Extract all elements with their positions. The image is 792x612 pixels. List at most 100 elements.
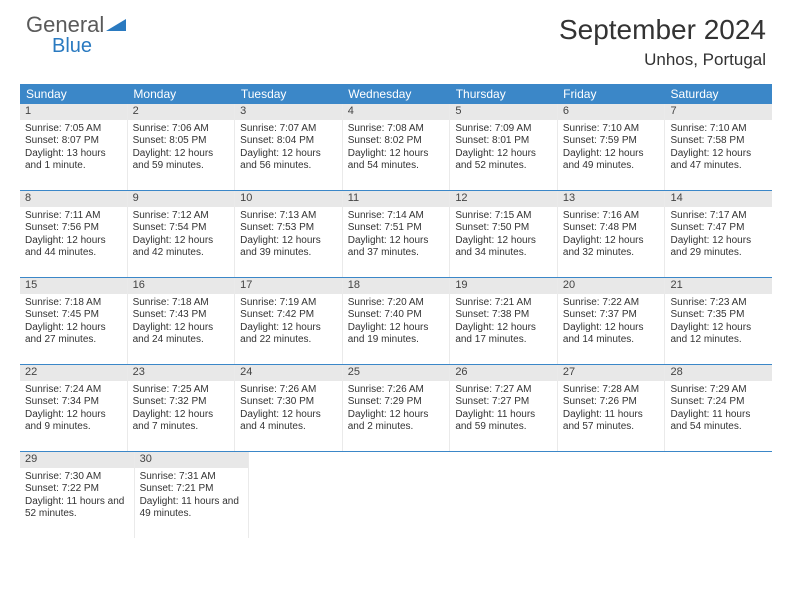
daylight-line: Daylight: 12 hours and 27 minutes. (25, 322, 122, 347)
day-number: 14 (665, 191, 772, 207)
sunrise-line: Sunrise: 7:25 AM (133, 384, 230, 397)
daylight-line: Daylight: 12 hours and 19 minutes. (348, 322, 445, 347)
day-cell: 11Sunrise: 7:14 AMSunset: 7:51 PMDayligh… (343, 191, 451, 277)
sunset-line: Sunset: 7:35 PM (670, 309, 767, 322)
day-empty (458, 452, 563, 538)
day-cell: 6Sunrise: 7:10 AMSunset: 7:59 PMDaylight… (558, 104, 666, 190)
sunrise-line: Sunrise: 7:20 AM (348, 297, 445, 310)
sunrise-line: Sunrise: 7:19 AM (240, 297, 337, 310)
day-number: 23 (128, 365, 235, 381)
day-number: 27 (558, 365, 665, 381)
dow-sun: Sunday (20, 84, 127, 104)
day-cell: 2Sunrise: 7:06 AMSunset: 8:05 PMDaylight… (128, 104, 236, 190)
day-number: 9 (128, 191, 235, 207)
day-number: 13 (558, 191, 665, 207)
day-empty (667, 452, 772, 538)
sunrise-line: Sunrise: 7:05 AM (25, 123, 122, 136)
day-number: 22 (20, 365, 127, 381)
day-empty (249, 452, 354, 538)
day-number: 2 (128, 104, 235, 120)
day-cell: 29Sunrise: 7:30 AMSunset: 7:22 PMDayligh… (20, 452, 135, 538)
sunset-line: Sunset: 8:01 PM (455, 135, 552, 148)
daylight-line: Daylight: 12 hours and 59 minutes. (133, 148, 230, 173)
sunset-line: Sunset: 7:40 PM (348, 309, 445, 322)
day-number: 10 (235, 191, 342, 207)
day-number: 15 (20, 278, 127, 294)
day-number: 12 (450, 191, 557, 207)
sunrise-line: Sunrise: 7:10 AM (563, 123, 660, 136)
day-cell: 15Sunrise: 7:18 AMSunset: 7:45 PMDayligh… (20, 278, 128, 364)
location-label: Unhos, Portugal (559, 50, 766, 70)
sunset-line: Sunset: 7:47 PM (670, 222, 767, 235)
sunrise-line: Sunrise: 7:13 AM (240, 210, 337, 223)
day-cell: 30Sunrise: 7:31 AMSunset: 7:21 PMDayligh… (135, 452, 250, 538)
sunset-line: Sunset: 7:30 PM (240, 396, 337, 409)
daylight-line: Daylight: 12 hours and 17 minutes. (455, 322, 552, 347)
sunset-line: Sunset: 7:32 PM (133, 396, 230, 409)
day-number: 11 (343, 191, 450, 207)
daylight-line: Daylight: 13 hours and 1 minute. (25, 148, 122, 173)
daylight-line: Daylight: 11 hours and 49 minutes. (140, 496, 244, 521)
sunset-line: Sunset: 7:54 PM (133, 222, 230, 235)
day-cell: 28Sunrise: 7:29 AMSunset: 7:24 PMDayligh… (665, 365, 772, 451)
daylight-line: Daylight: 12 hours and 7 minutes. (133, 409, 230, 434)
triangle-icon (106, 15, 126, 37)
sunrise-line: Sunrise: 7:23 AM (670, 297, 767, 310)
sunset-line: Sunset: 7:27 PM (455, 396, 552, 409)
sunset-line: Sunset: 7:45 PM (25, 309, 122, 322)
dow-tue: Tuesday (235, 84, 342, 104)
day-number: 7 (665, 104, 772, 120)
calendar-body: 1Sunrise: 7:05 AMSunset: 8:07 PMDaylight… (20, 104, 772, 538)
day-cell: 3Sunrise: 7:07 AMSunset: 8:04 PMDaylight… (235, 104, 343, 190)
day-cell: 5Sunrise: 7:09 AMSunset: 8:01 PMDaylight… (450, 104, 558, 190)
daylight-line: Daylight: 12 hours and 47 minutes. (670, 148, 767, 173)
sunset-line: Sunset: 7:48 PM (563, 222, 660, 235)
day-cell: 12Sunrise: 7:15 AMSunset: 7:50 PMDayligh… (450, 191, 558, 277)
day-number: 1 (20, 104, 127, 120)
day-number: 30 (135, 452, 249, 468)
sunrise-line: Sunrise: 7:27 AM (455, 384, 552, 397)
sunrise-line: Sunrise: 7:26 AM (240, 384, 337, 397)
day-number: 24 (235, 365, 342, 381)
brand-word1: General (26, 12, 104, 37)
daylight-line: Daylight: 12 hours and 9 minutes. (25, 409, 122, 434)
sunset-line: Sunset: 7:24 PM (670, 396, 767, 409)
sunrise-line: Sunrise: 7:16 AM (563, 210, 660, 223)
day-number: 20 (558, 278, 665, 294)
day-cell: 18 Sunrise: 7:20 AMSunset: 7:40 PMDayligh… (343, 278, 451, 364)
sunrise-line: Sunrise: 7:08 AM (348, 123, 445, 136)
day-cell: 24Sunrise: 7:26 AMSunset: 7:30 PMDayligh… (235, 365, 343, 451)
header: General Blue September 2024 Unhos, Portu… (20, 14, 772, 70)
sunrise-line: Sunrise: 7:09 AM (455, 123, 552, 136)
dow-sat: Saturday (665, 84, 772, 104)
dow-wed: Wednesday (342, 84, 449, 104)
day-number: 29 (20, 452, 134, 468)
brand-logo: General Blue (26, 14, 126, 57)
sunrise-line: Sunrise: 7:28 AM (563, 384, 660, 397)
dow-thu: Thursday (450, 84, 557, 104)
calendar-week-row: 15Sunrise: 7:18 AMSunset: 7:45 PMDayligh… (20, 278, 772, 365)
daylight-line: Daylight: 12 hours and 34 minutes. (455, 235, 552, 260)
daylight-line: Daylight: 11 hours and 52 minutes. (25, 496, 129, 521)
sunrise-line: Sunrise: 7:29 AM (670, 384, 767, 397)
daylight-line: Daylight: 12 hours and 39 minutes. (240, 235, 337, 260)
dow-fri: Friday (557, 84, 664, 104)
sunset-line: Sunset: 7:42 PM (240, 309, 337, 322)
sunrise-line: Sunrise: 7:22 AM (563, 297, 660, 310)
day-cell: 23 Sunrise: 7:25 AMSunset: 7:32 PMDayligh… (128, 365, 236, 451)
day-cell: 4Sunrise: 7:08 AMSunset: 8:02 PMDaylight… (343, 104, 451, 190)
calendar-table: Sunday Monday Tuesday Wednesday Thursday… (20, 84, 772, 538)
daylight-line: Daylight: 11 hours and 59 minutes. (455, 409, 552, 434)
day-cell: 9Sunrise: 7:12 AMSunset: 7:54 PMDaylight… (128, 191, 236, 277)
sunset-line: Sunset: 8:02 PM (348, 135, 445, 148)
day-number: 19 (450, 278, 557, 294)
day-empty (563, 452, 668, 538)
day-number: 3 (235, 104, 342, 120)
day-cell: 20Sunrise: 7:22 AMSunset: 7:37 PMDayligh… (558, 278, 666, 364)
calendar-week-row: 29Sunrise: 7:30 AMSunset: 7:22 PMDayligh… (20, 452, 772, 538)
day-cell: 25Sunrise: 7:26 AMSunset: 7:29 PMDayligh… (343, 365, 451, 451)
daylight-line: Daylight: 12 hours and 52 minutes. (455, 148, 552, 173)
daylight-line: Daylight: 12 hours and 42 minutes. (133, 235, 230, 260)
daylight-line: Daylight: 12 hours and 2 minutes. (348, 409, 445, 434)
day-number: 18 (343, 278, 450, 294)
